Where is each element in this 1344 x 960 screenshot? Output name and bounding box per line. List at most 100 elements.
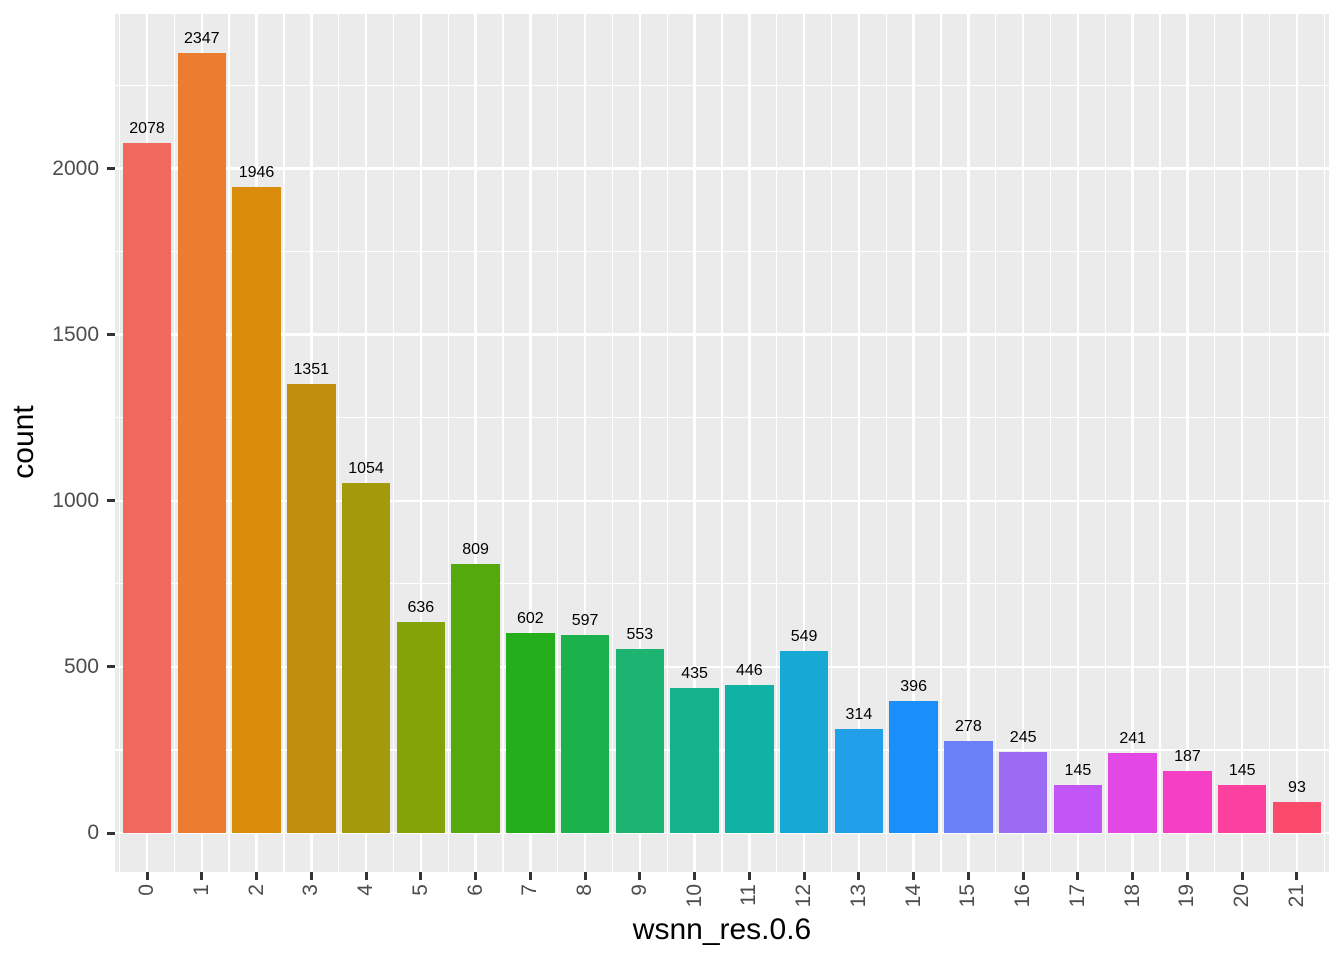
- x-tick-mark: [583, 872, 587, 880]
- y-tick-label: 1000: [52, 488, 99, 512]
- bar-value-label: 314: [845, 705, 873, 723]
- x-tick-mark: [857, 872, 861, 880]
- bar: [177, 53, 226, 833]
- gridline-major-v: [419, 14, 423, 872]
- gridline-major-v: [529, 14, 532, 872]
- y-tick-label: 0: [87, 821, 99, 844]
- x-tick-label: 18: [1120, 884, 1144, 908]
- bar-value-label: 396: [900, 678, 927, 696]
- bar: [725, 684, 774, 833]
- bar: [1053, 784, 1103, 833]
- x-tick-mark: [966, 872, 970, 880]
- bar: [1272, 802, 1322, 833]
- gridline-major-v: [802, 14, 806, 872]
- x-axis-title: wsnn_res.0.6: [632, 913, 812, 946]
- gridline-minor-v: [995, 14, 997, 872]
- gridline-major-v: [1076, 14, 1080, 872]
- x-tick-label: 20: [1230, 884, 1254, 908]
- bar-value-label: 145: [1228, 761, 1256, 779]
- gridline-minor-v: [1104, 14, 1106, 872]
- gridline-major-v: [1131, 14, 1134, 872]
- gridline-major-v: [1186, 14, 1189, 872]
- bar-value-label: 1054: [348, 459, 384, 477]
- x-tick-mark: [255, 872, 259, 880]
- bar-value-label: 435: [681, 665, 708, 683]
- x-tick-mark: [419, 872, 423, 880]
- bar-value-label: 2078: [129, 119, 165, 137]
- gridline-minor-v: [118, 14, 121, 872]
- y-tick-label: 2000: [52, 156, 99, 180]
- gridline-major-v: [748, 14, 751, 872]
- gridline-minor-v: [1323, 14, 1325, 872]
- bar: [889, 701, 938, 833]
- bar: [944, 740, 993, 833]
- gridline-major-v: [857, 14, 861, 872]
- x-tick-mark: [1131, 872, 1135, 880]
- bar-value-label: 636: [407, 598, 435, 616]
- gridline-major-v: [583, 14, 587, 872]
- gridline-minor-v: [228, 14, 230, 872]
- x-tick-mark: [693, 872, 697, 880]
- gridline-minor-v: [721, 14, 723, 872]
- bar-value-label: 602: [516, 610, 544, 628]
- bar-value-label: 446: [736, 661, 763, 679]
- gridline-major-v: [967, 14, 970, 872]
- bar: [506, 633, 555, 833]
- bar: [1163, 770, 1212, 833]
- x-tick-mark: [802, 872, 806, 880]
- x-tick-label: 3: [299, 884, 323, 896]
- bar-value-label: 553: [626, 626, 654, 644]
- gridline-minor-v: [666, 14, 668, 872]
- x-tick-mark: [638, 872, 642, 880]
- x-tick-mark: [200, 872, 204, 880]
- gridline-major-v: [638, 14, 642, 872]
- gridline-minor-v: [1268, 14, 1271, 872]
- bar: [122, 142, 172, 833]
- x-tick-label: 1: [189, 884, 213, 896]
- y-axis-title: count: [7, 405, 40, 479]
- bar-value-label: 549: [790, 627, 818, 645]
- gridline-minor-v: [283, 14, 285, 872]
- x-tick-label: 2: [244, 884, 268, 896]
- gridline-minor-v: [611, 14, 614, 872]
- gridline-minor-v: [830, 14, 833, 872]
- gridline-major-v: [693, 14, 696, 872]
- y-tick-label: 1500: [52, 322, 99, 346]
- y-tick-mark: [107, 831, 115, 835]
- gridline-major-v: [364, 14, 368, 872]
- gridline-minor-v: [338, 14, 340, 872]
- bar: [396, 621, 446, 833]
- y-tick-label: 500: [63, 654, 99, 678]
- x-tick-label: 19: [1175, 884, 1199, 908]
- gridline-minor-v: [885, 14, 887, 872]
- bar-value-label: 241: [1119, 729, 1147, 747]
- bar: [232, 186, 281, 833]
- x-tick-mark: [364, 872, 368, 880]
- gridline-minor-v: [776, 14, 778, 872]
- gridline-minor-v: [940, 14, 942, 872]
- bar: [287, 384, 336, 833]
- bar: [670, 688, 719, 833]
- bar: [1108, 752, 1157, 833]
- gridline-minor-v: [1049, 14, 1052, 872]
- x-tick-mark: [145, 872, 149, 880]
- x-tick-label: 21: [1284, 884, 1308, 908]
- x-tick-mark: [747, 872, 751, 880]
- x-tick-label: 17: [1065, 884, 1089, 908]
- bar-value-label: 2347: [183, 30, 220, 48]
- x-tick-mark: [528, 872, 532, 880]
- bar-value-label: 809: [462, 541, 489, 559]
- gridline-major-v: [1295, 14, 1299, 872]
- x-tick-label: 0: [135, 884, 158, 896]
- x-tick-mark: [1295, 872, 1299, 880]
- gridline-major-v: [474, 14, 477, 872]
- x-tick-mark: [309, 872, 313, 880]
- gridline-minor-v: [392, 14, 395, 872]
- x-tick-mark: [912, 872, 916, 880]
- y-tick-mark: [107, 167, 115, 171]
- bar: [560, 634, 610, 833]
- bar-value-label: 93: [1288, 779, 1306, 797]
- x-tick-mark: [474, 872, 478, 880]
- x-tick-mark: [1021, 872, 1025, 880]
- bar-value-label: 278: [955, 717, 982, 735]
